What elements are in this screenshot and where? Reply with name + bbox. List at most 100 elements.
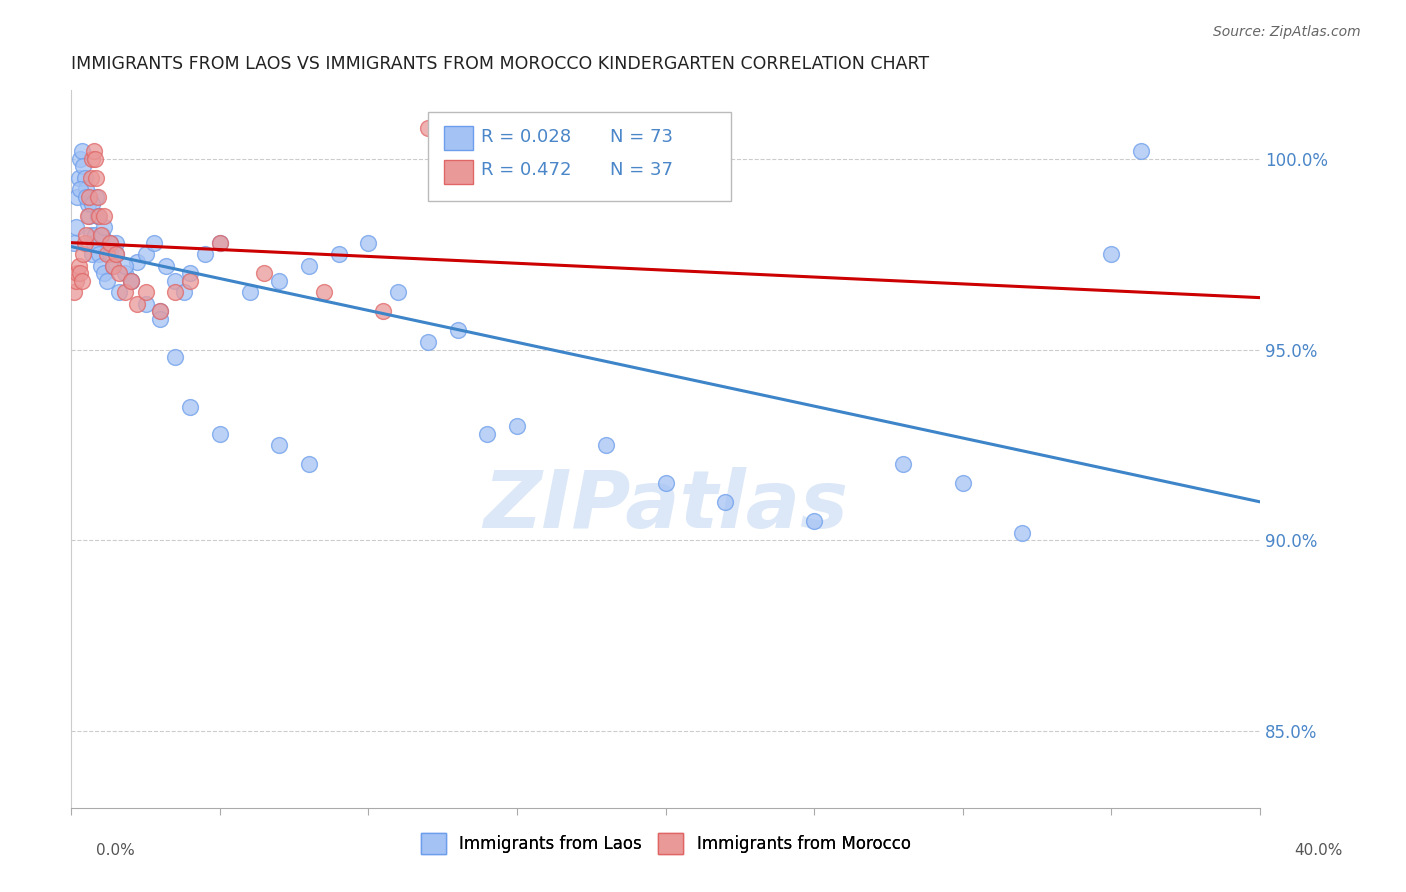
Point (194, 247, 217, 261)
Point (93, 266, 115, 280)
Point (75, 182, 97, 196)
Text: R = 0.472: R = 0.472 (481, 161, 572, 179)
Point (65, 274, 87, 288)
Point (506, 418, 529, 433)
Point (93, 209, 115, 223)
Point (80, 197, 103, 211)
Point (120, 274, 142, 288)
Point (114, 266, 136, 280)
Text: 0.0%: 0.0% (96, 843, 135, 858)
Point (84, 152, 107, 166)
Point (416, 334, 439, 349)
Point (179, 400, 201, 414)
Point (65, 220, 87, 235)
Point (101, 259, 124, 273)
Point (87, 209, 110, 223)
Point (143, 235, 166, 250)
Point (70, 274, 93, 288)
Point (238, 285, 260, 300)
FancyBboxPatch shape (444, 160, 472, 184)
Point (149, 304, 172, 318)
Point (63, 285, 86, 300)
Point (76, 209, 98, 223)
FancyBboxPatch shape (444, 126, 472, 150)
Point (135, 297, 157, 311)
Point (179, 266, 201, 280)
Point (69, 266, 91, 280)
Point (98, 235, 121, 250)
Point (77, 190, 100, 204)
Point (66, 266, 89, 280)
Point (75, 227, 97, 242)
Point (98, 247, 121, 261)
Point (77, 209, 100, 223)
Point (72, 159, 94, 173)
Point (80, 247, 103, 261)
Point (149, 304, 172, 318)
Point (83, 144, 105, 158)
Text: N = 37: N = 37 (610, 161, 672, 179)
Point (595, 438, 617, 452)
Point (90, 259, 112, 273)
Point (135, 285, 157, 300)
Point (76, 197, 98, 211)
Point (208, 235, 231, 250)
Point (87, 190, 110, 204)
Point (165, 350, 187, 364)
Point (1130, 144, 1153, 158)
Point (446, 323, 468, 337)
Point (101, 259, 124, 273)
Point (86, 190, 108, 204)
Point (165, 285, 187, 300)
Point (208, 235, 231, 250)
Point (107, 285, 129, 300)
Point (84, 227, 107, 242)
Text: IMMIGRANTS FROM LAOS VS IMMIGRANTS FROM MOROCCO KINDERGARTEN CORRELATION CHART: IMMIGRANTS FROM LAOS VS IMMIGRANTS FROM … (72, 55, 929, 73)
Point (114, 259, 136, 273)
Text: 40.0%: 40.0% (1295, 843, 1343, 858)
Point (387, 285, 409, 300)
Text: Source: ZipAtlas.com: Source: ZipAtlas.com (1213, 25, 1361, 39)
Point (312, 285, 335, 300)
Point (253, 266, 276, 280)
Text: ZIPatlas: ZIPatlas (484, 467, 848, 545)
Point (114, 285, 136, 300)
Point (373, 304, 395, 318)
Point (803, 514, 825, 528)
Point (67, 259, 90, 273)
Point (416, 121, 439, 136)
Point (79, 227, 101, 242)
Point (165, 274, 187, 288)
Point (80, 152, 103, 166)
Point (75, 190, 97, 204)
Point (654, 476, 676, 491)
Point (952, 476, 974, 491)
Point (477, 426, 499, 441)
Point (73, 170, 96, 185)
Point (298, 259, 321, 273)
Point (67, 170, 90, 185)
Point (328, 247, 350, 261)
Point (269, 438, 291, 452)
FancyBboxPatch shape (427, 112, 731, 202)
Point (104, 247, 127, 261)
Point (90, 227, 112, 242)
Text: R = 0.028: R = 0.028 (481, 128, 571, 145)
Point (70, 144, 93, 158)
Point (69, 152, 91, 166)
Point (89, 247, 111, 261)
Point (1011, 525, 1033, 540)
Point (83, 235, 105, 250)
Point (104, 235, 127, 250)
Legend: Immigrants from Laos, Immigrants from Morocco: Immigrants from Laos, Immigrants from Mo… (413, 827, 917, 860)
Point (72, 247, 94, 261)
Point (96, 274, 118, 288)
Point (357, 235, 380, 250)
Point (63, 235, 86, 250)
Point (155, 259, 177, 273)
Point (298, 457, 321, 471)
Point (173, 285, 195, 300)
Point (1099, 247, 1122, 261)
Point (79, 170, 101, 185)
Point (125, 297, 148, 311)
